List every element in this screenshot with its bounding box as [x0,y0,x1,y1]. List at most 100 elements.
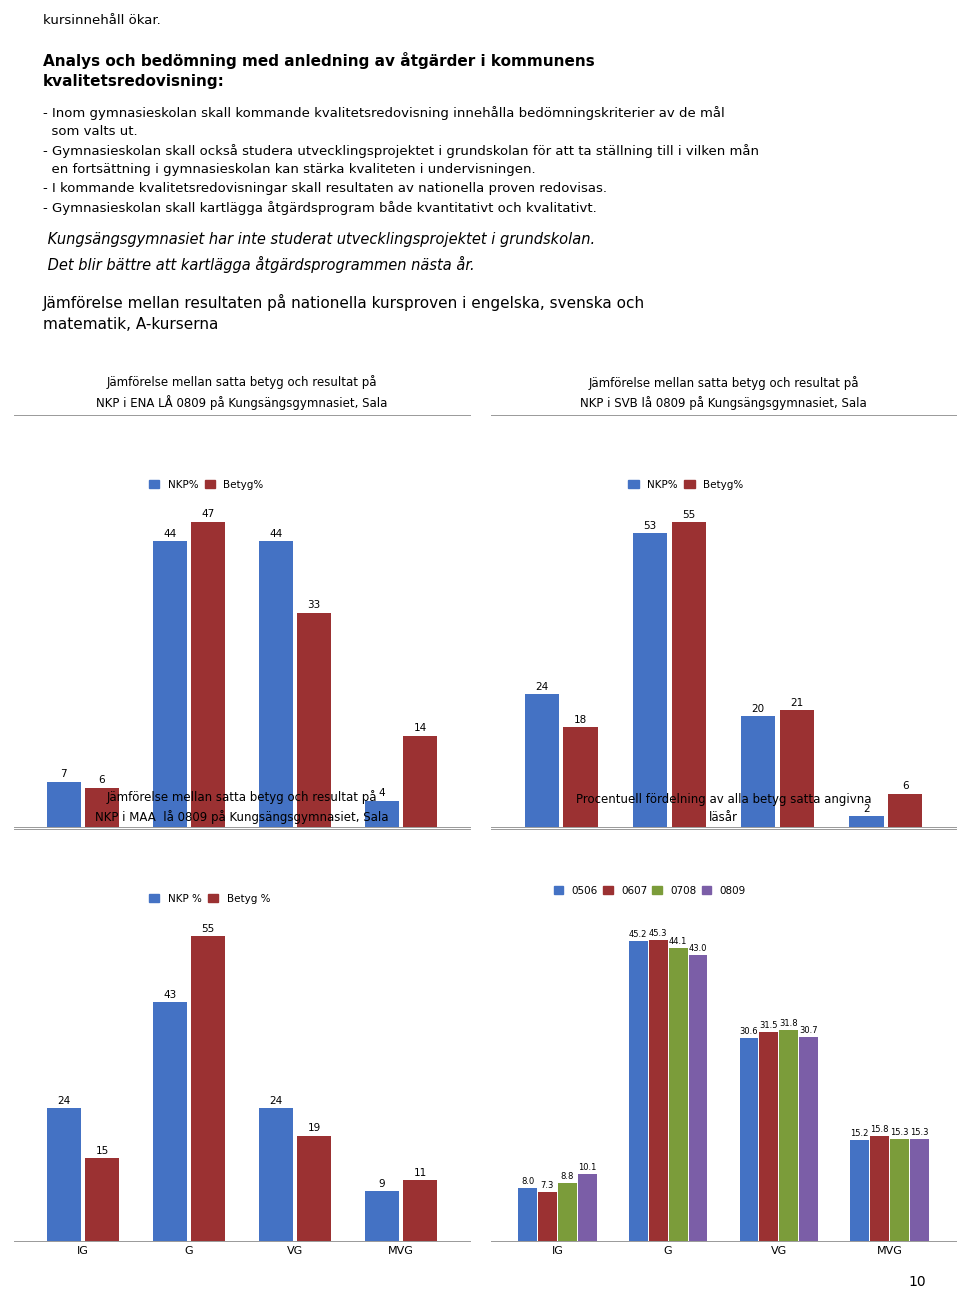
Text: kvalitetsredovisning:: kvalitetsredovisning: [43,74,225,90]
Text: 20: 20 [752,704,765,714]
Bar [870,1137,889,1241]
Text: 31.8: 31.8 [780,1018,798,1028]
Bar [672,522,707,827]
Bar [649,940,667,1241]
Bar [298,613,331,827]
Bar [851,1141,869,1241]
Text: 44: 44 [163,529,177,539]
Bar [629,940,648,1241]
Text: 43.0: 43.0 [688,944,708,953]
Bar [780,711,814,827]
Text: - Inom gymnasieskolan skall kommande kvalitetsredovisning innehålla bedömningskr: - Inom gymnasieskolan skall kommande kva… [43,107,725,120]
Text: en fortsättning i gymnasieskolan kan stärka kvaliteten i undervisningen.: en fortsättning i gymnasieskolan kan stä… [43,162,536,175]
Bar [849,816,883,827]
Title: Jämförelse mellan satta betyg och resultat på
NKP i MAA  lå 0809 på Kungsängsgym: Jämförelse mellan satta betyg och result… [95,790,389,824]
Text: 33: 33 [307,600,321,611]
Text: 6: 6 [901,782,908,791]
Title: Jämförelse mellan satta betyg och resultat på
NKP i ENA LÅ 0809 på Kungsängsgymn: Jämförelse mellan satta betyg och result… [96,374,388,409]
Text: 8.8: 8.8 [561,1172,574,1181]
Text: 24: 24 [58,1095,70,1105]
Text: 30.7: 30.7 [800,1026,818,1035]
Text: 47: 47 [202,509,215,520]
Bar [259,542,293,827]
Legend: 0506, 0607, 0708, 0809: 0506, 0607, 0708, 0809 [552,883,748,898]
Bar [564,727,598,827]
Text: 15.3: 15.3 [910,1129,928,1138]
Text: 44: 44 [270,529,282,539]
Bar [888,794,923,827]
Bar [890,1139,909,1241]
Text: 18: 18 [574,714,588,725]
Text: 55: 55 [683,509,696,520]
Bar [403,1179,437,1241]
Legend: NKP%, Betyg%: NKP%, Betyg% [627,478,745,492]
Bar [365,1191,399,1241]
Text: - Gymnasieskolan skall också studera utvecklingsprojektet i grundskolan för att : - Gymnasieskolan skall också studera utv… [43,144,759,158]
Bar [365,801,399,827]
Bar [518,1187,537,1241]
Text: 55: 55 [202,924,215,934]
Text: Jämförelse mellan resultaten på nationella kursproven i engelska, svenska och: Jämförelse mellan resultaten på nationel… [43,294,645,310]
Text: matematik, A-kurserna: matematik, A-kurserna [43,317,219,333]
Text: 21: 21 [790,699,804,708]
Text: 10.1: 10.1 [578,1163,596,1172]
Text: som valts ut.: som valts ut. [43,125,138,138]
Text: 7.3: 7.3 [540,1182,554,1190]
Text: 45.2: 45.2 [629,930,647,939]
Bar [524,694,559,827]
Text: 4: 4 [378,788,385,799]
Bar [739,1038,758,1241]
Text: 30.6: 30.6 [739,1026,758,1035]
Bar [47,782,81,827]
Legend: NKP%, Betyg%: NKP%, Betyg% [147,478,266,492]
Text: 45.3: 45.3 [649,929,667,938]
Bar [191,935,225,1241]
Legend: NKP %, Betyg %: NKP %, Betyg % [147,892,273,907]
Bar [688,955,708,1241]
Bar [153,1003,187,1241]
Text: 24: 24 [536,682,548,691]
Text: 10: 10 [909,1274,926,1289]
Text: 19: 19 [307,1124,321,1133]
Text: 2: 2 [863,804,870,813]
Bar [153,542,187,827]
Bar [759,1031,779,1241]
Bar [741,716,776,827]
Bar [191,522,225,827]
Text: Det blir bättre att kartlägga åtgärdsprogrammen nästa år.: Det blir bättre att kartlägga åtgärdspro… [43,256,475,273]
Text: 15.3: 15.3 [890,1129,909,1138]
Bar [298,1135,331,1241]
Bar [85,1157,119,1241]
Text: 6: 6 [99,776,106,786]
Text: 15.2: 15.2 [851,1129,869,1138]
Text: 43: 43 [163,990,177,1000]
Bar [800,1037,818,1241]
Text: 8.0: 8.0 [521,1177,534,1186]
Title: Jämförelse mellan satta betyg och resultat på
NKP i SVB lå 0809 på Kungsängsgymn: Jämförelse mellan satta betyg och result… [580,377,867,409]
Bar [403,737,437,827]
Bar [669,948,687,1241]
Text: 53: 53 [643,521,657,531]
Text: 15.8: 15.8 [871,1125,889,1134]
Bar [578,1174,597,1241]
Text: 31.5: 31.5 [759,1021,779,1030]
Bar [633,533,667,827]
Text: 14: 14 [414,724,427,734]
Text: kursinnehåll ökar.: kursinnehåll ökar. [43,14,161,27]
Bar [780,1030,798,1241]
Title: Procentuell fördelning av alla betyg satta angivna
läsår: Procentuell fördelning av alla betyg sat… [576,792,872,824]
Bar [47,1108,81,1241]
Text: Analys och bedömning med anledning av åtgärder i kommunens: Analys och bedömning med anledning av åt… [43,52,595,69]
Text: 7: 7 [60,769,67,779]
Bar [85,788,119,827]
Bar [910,1139,929,1241]
Text: 24: 24 [270,1095,282,1105]
Text: Kungsängsgymnasiet har inte studerat utvecklingsprojektet i grundskolan.: Kungsängsgymnasiet har inte studerat utv… [43,233,595,247]
Text: 9: 9 [378,1178,385,1189]
Text: 15: 15 [95,1146,108,1156]
Text: 44.1: 44.1 [669,937,687,946]
Bar [558,1182,577,1241]
Bar [538,1192,557,1241]
Bar [259,1108,293,1241]
Text: 11: 11 [414,1168,427,1178]
